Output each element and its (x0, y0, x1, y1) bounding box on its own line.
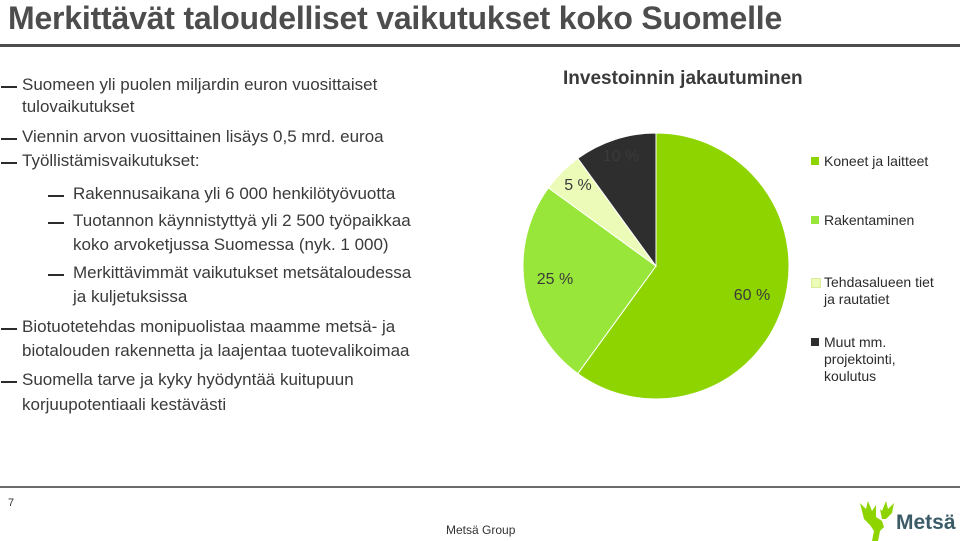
bullet-text: korjuupotentiaali kestävästi (22, 395, 227, 414)
sub-bullet-text: Tuotannon käynnistyttyä yli 2 500 työpai… (73, 211, 411, 230)
slice-data-label: 10 % (603, 148, 639, 165)
sub-bullet-text: Merkittävimmät vaikutukset metsätaloudes… (73, 263, 412, 282)
sub-bullet-text: koko arvoketjussa Suomessa (nyk. 1 000) (73, 235, 389, 254)
bullet-dash (1, 381, 17, 383)
footer-company: Metsä Group (446, 523, 516, 537)
slice-data-label: 60 % (734, 287, 770, 304)
page-number: 7 (8, 497, 15, 509)
legend-swatch (811, 338, 819, 346)
pie-slice (522, 187, 657, 375)
bullet-text: Biotuotetehdas monipuolistaa maamme mets… (22, 317, 396, 336)
slice-data-label: 5 % (564, 177, 592, 194)
legend-label: Tehdasalueen tiet (824, 274, 934, 290)
sub-bullet-dash (48, 222, 64, 224)
legend-label: koulutus (824, 368, 877, 384)
legend-label: projektointi, (824, 351, 896, 367)
bullet-dash (1, 328, 17, 330)
pie-slice (577, 132, 790, 400)
bullet-text: tulovaikutukset (22, 97, 135, 116)
bullet-dash (1, 138, 17, 140)
bullet-text: Suomella tarve ja kyky hyödyntää kuitupu… (22, 370, 354, 389)
legend-label: ja rautatiet (824, 291, 890, 307)
logo-wordmark: Metsä (896, 511, 956, 534)
bullet-text: biotalouden rakennetta ja laajentaa tuot… (22, 341, 410, 360)
bullet-dash (1, 162, 17, 164)
sub-bullet-text: ja kuljetuksissa (73, 287, 188, 306)
legend-swatch (811, 157, 819, 165)
sub-bullet-dash (48, 274, 64, 276)
sub-bullet-text: Rakennusaikana yli 6 000 henkilötyövuott… (73, 184, 396, 203)
moose-logo-icon (860, 501, 894, 541)
legend-swatch (811, 278, 821, 288)
slide-title: Merkittävät taloudelliset vaikutukset ko… (8, 0, 783, 36)
pie-slice (577, 132, 657, 268)
slice-data-label: 25 % (537, 271, 573, 288)
bullet-dash (1, 86, 17, 88)
legend-label: Muut mm. (824, 334, 887, 350)
title-divider (0, 44, 960, 47)
sub-bullet-dash (48, 195, 64, 197)
legend-label: Koneet ja laitteet (824, 153, 929, 169)
bullet-text: Työllistämisvaikutukset: (22, 151, 200, 170)
bullet-text: Suomeen yli puolen miljardin euron vuosi… (22, 75, 378, 94)
bullet-text: Viennin arvon vuosittainen lisäys 0,5 mr… (22, 127, 384, 146)
legend-swatch (811, 216, 819, 224)
chart-title: Investoinnin jakautuminen (563, 68, 803, 89)
footer-divider (0, 486, 960, 488)
legend-label: Rakentaminen (824, 212, 915, 228)
